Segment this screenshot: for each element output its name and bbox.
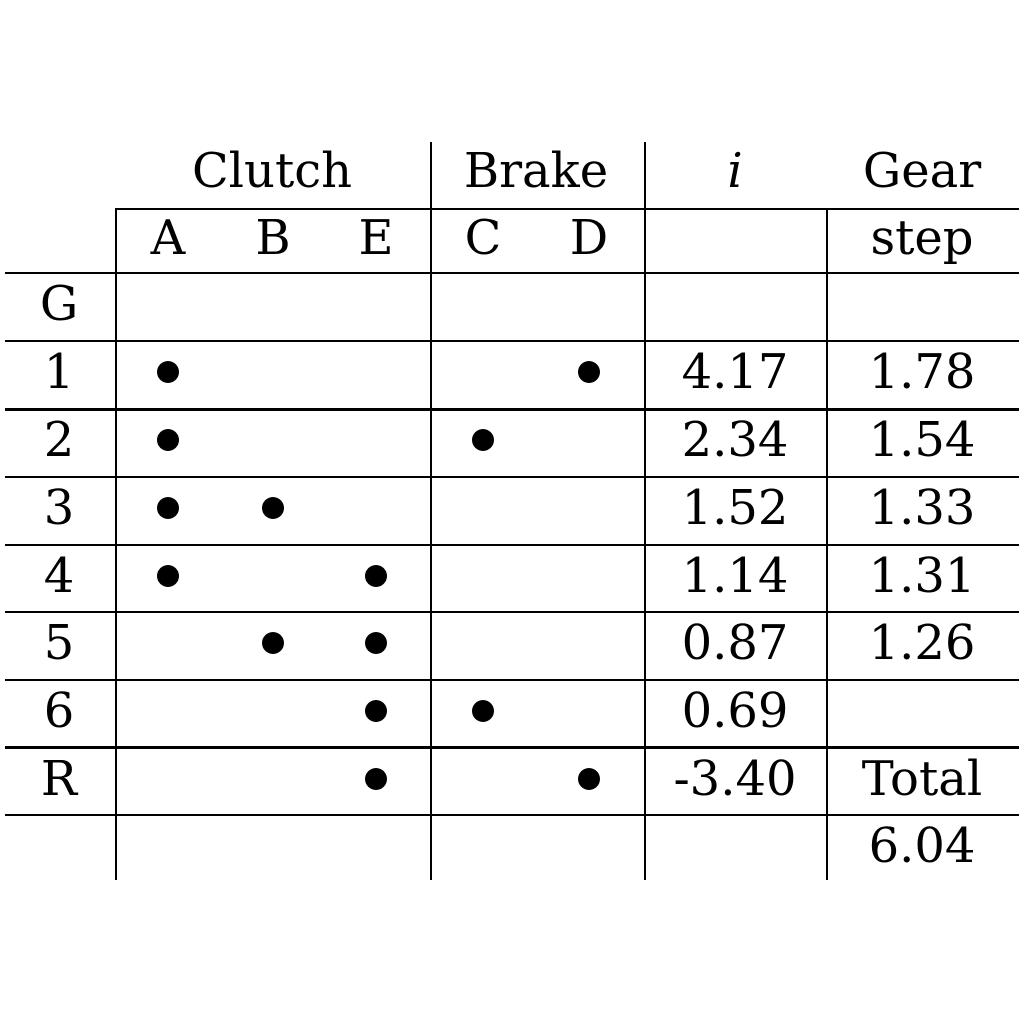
row-gear-label: 1 <box>43 344 75 400</box>
row-ratio-value <box>650 814 820 878</box>
row-gear-step-value <box>827 679 1017 743</box>
rule-under-groups <box>115 208 1019 210</box>
engaged-dot-c <box>472 429 494 451</box>
row-ratio-value <box>650 272 820 336</box>
column-header-b: B <box>255 210 291 266</box>
column-header-e: E <box>358 210 394 266</box>
row-gear-step-value <box>827 272 1017 336</box>
row-rule <box>5 679 1019 681</box>
row-gear-label: 4 <box>43 548 75 604</box>
engaged-dot-c <box>472 700 494 722</box>
column-header-c: C <box>464 210 502 266</box>
row-ratio-value: -3.40 <box>673 751 797 807</box>
header-gear-step-line1: Gear <box>862 143 982 199</box>
row-gear-label: 6 <box>43 683 75 739</box>
row-rule <box>5 746 1019 749</box>
rule-clutch-brake <box>430 142 432 880</box>
engaged-dot-a <box>157 361 179 383</box>
row-rule <box>5 476 1019 478</box>
row-gear-label: R <box>40 751 78 807</box>
row-ratio-value: 1.52 <box>681 480 789 536</box>
row-gear-label: G <box>39 276 79 332</box>
row-gear-step-value: 1.78 <box>868 344 976 400</box>
row-gear-label <box>9 814 109 878</box>
row-ratio-value: 4.17 <box>681 344 789 400</box>
engaged-dot-a <box>157 429 179 451</box>
engaged-dot-a <box>157 565 179 587</box>
row-rule <box>5 544 1019 546</box>
engaged-dot-e <box>365 700 387 722</box>
row-rule <box>5 408 1019 411</box>
row-gear-label: 5 <box>43 615 75 671</box>
row-ratio-value: 0.69 <box>681 683 789 739</box>
engaged-dot-b <box>262 497 284 519</box>
row-ratio-value: 0.87 <box>681 615 789 671</box>
engaged-dot-a <box>157 497 179 519</box>
rule-brake-ratio <box>644 142 646 880</box>
column-header-d: D <box>569 210 609 266</box>
row-gear-label: 2 <box>43 412 75 468</box>
engaged-dot-d <box>578 768 600 790</box>
row-rule <box>5 814 1019 816</box>
header-ratio-symbol: i <box>727 143 743 199</box>
rule-left-of-clutch <box>115 208 117 880</box>
header-clutch: Clutch <box>191 143 353 199</box>
row-ratio-value: 2.34 <box>681 412 789 468</box>
engaged-dot-e <box>365 565 387 587</box>
header-brake: Brake <box>463 143 609 199</box>
row-rule <box>5 340 1019 342</box>
rule-ratio-step <box>826 208 828 880</box>
row-gear-step-value: 6.04 <box>868 818 976 874</box>
row-gear-step-value: 1.33 <box>868 480 976 536</box>
engaged-dot-e <box>365 768 387 790</box>
row-gear-step-value: 1.31 <box>868 548 976 604</box>
row-gear-label: 3 <box>43 480 75 536</box>
row-gear-step-value: Total <box>861 751 983 807</box>
row-gear-step-value: 1.54 <box>868 412 976 468</box>
row-gear-step-value: 1.26 <box>868 615 976 671</box>
engaged-dot-b <box>262 632 284 654</box>
engaged-dot-e <box>365 632 387 654</box>
engaged-dot-d <box>578 361 600 383</box>
row-ratio-value: 1.14 <box>681 548 789 604</box>
row-rule <box>5 611 1019 613</box>
column-header-a: A <box>150 210 186 266</box>
rule-under-header <box>5 272 1019 274</box>
header-gear-step-line2: step <box>870 210 974 266</box>
